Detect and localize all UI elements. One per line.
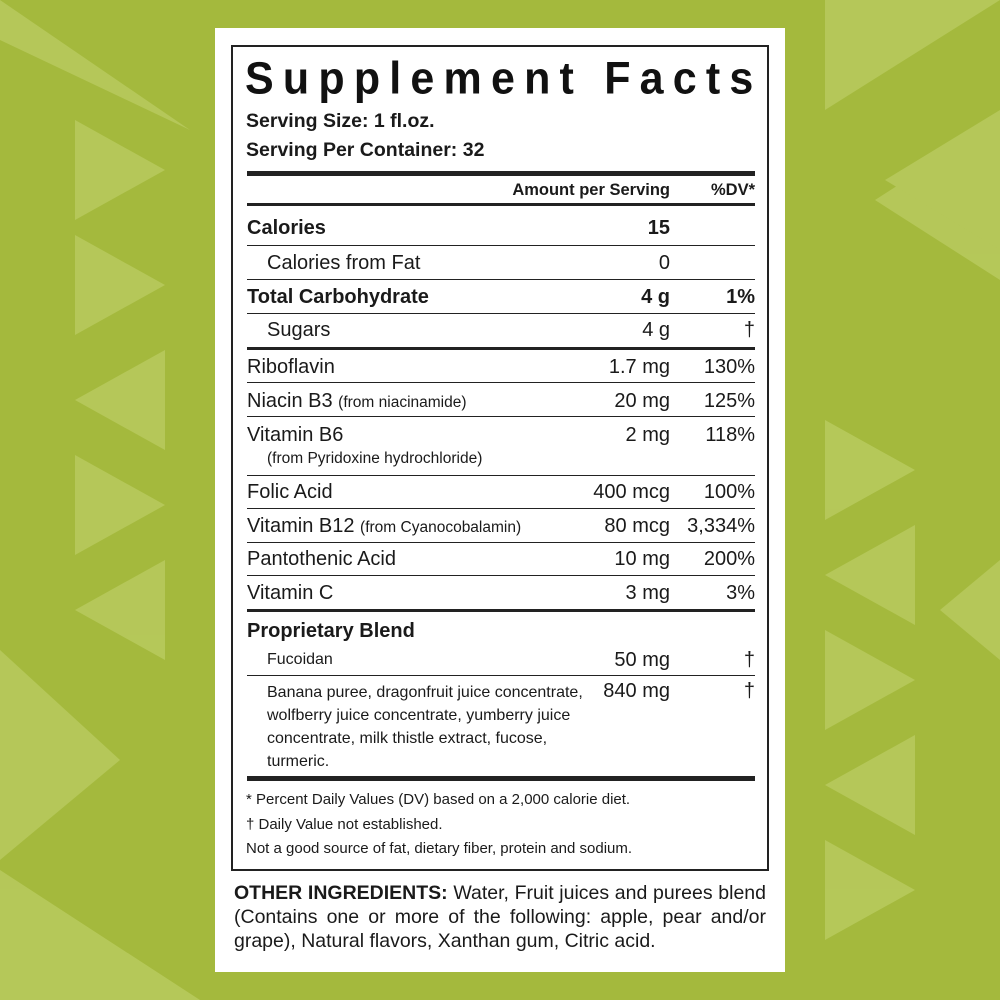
other-ingredients: OTHER INGREDIENTS: Water, Fruit juices a… — [234, 882, 766, 952]
divider — [247, 347, 755, 350]
label-title: Supplement Facts — [245, 53, 763, 105]
servings-per-container: Serving Per Container: 32 — [246, 139, 485, 161]
divider — [247, 508, 755, 509]
divider — [247, 171, 755, 176]
divider — [247, 279, 755, 280]
divider — [247, 245, 755, 246]
footnote: * Percent Daily Values (DV) based on a 2… — [246, 791, 631, 808]
divider — [247, 475, 755, 476]
divider — [247, 416, 755, 417]
divider — [247, 776, 755, 781]
divider — [247, 542, 755, 543]
divider — [247, 609, 755, 612]
supplement-facts-panel: Supplement Facts Serving Size: 1 fl.oz. … — [215, 28, 785, 972]
divider — [247, 675, 755, 676]
footnote: Not a good source of fat, dietary fiber,… — [246, 840, 633, 857]
serving-size: Serving Size: 1 fl.oz. — [246, 110, 435, 132]
divider — [247, 575, 755, 576]
nutrient-row: Vitamin B6 (from Pyridoxine hydrochloride… — [247, 424, 755, 467]
blend-row: Banana puree, dragonfruit juice concentr… — [267, 680, 755, 770]
divider — [247, 203, 755, 206]
divider — [247, 313, 755, 314]
footnote: † Daily Value not established. — [246, 816, 443, 833]
divider — [247, 382, 755, 383]
facts-box: Supplement Facts Serving Size: 1 fl.oz. … — [231, 45, 769, 871]
